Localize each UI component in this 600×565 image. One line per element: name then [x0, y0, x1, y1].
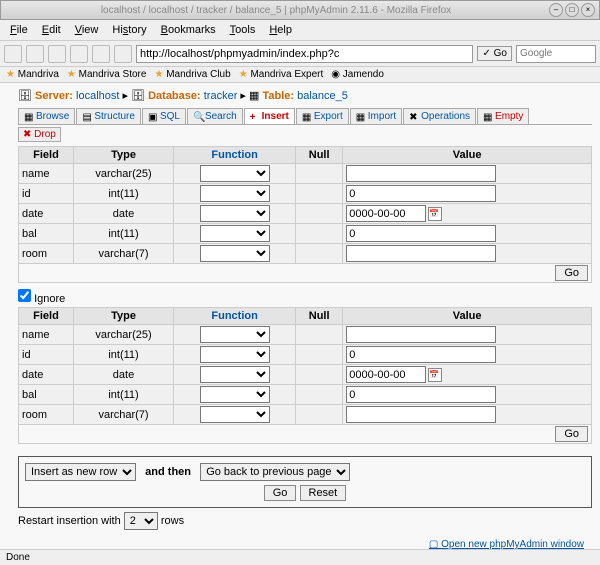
open-new-window-link[interactable]: ▢ Open new phpMyAdmin window [429, 539, 584, 549]
export-icon: ▦ [302, 112, 312, 122]
status-text: Done [6, 552, 30, 563]
after-insert-select[interactable]: Go back to previous page [200, 463, 350, 481]
tab-sql[interactable]: ▣SQL [142, 108, 186, 124]
tab-operations[interactable]: ✖Operations [403, 108, 476, 124]
back-icon[interactable] [4, 45, 22, 63]
print-icon[interactable] [114, 45, 132, 63]
restart-rows-select[interactable]: 2 [124, 512, 158, 530]
url-input[interactable] [136, 45, 473, 63]
bookmark-mandriva-club[interactable]: ★ Mandriva Club [154, 69, 230, 80]
menu-help[interactable]: Help [263, 22, 298, 38]
empty-icon: ▦ [483, 112, 493, 122]
fn-select[interactable] [200, 245, 270, 262]
fn-select[interactable] [200, 165, 270, 182]
fn-select[interactable] [200, 185, 270, 202]
menu-edit[interactable]: Edit [36, 22, 67, 38]
bc-database[interactable]: tracker [204, 90, 238, 102]
search-input[interactable] [516, 45, 596, 63]
bookmarks-bar: ★ Mandriva ★ Mandriva Store ★ Mandriva C… [0, 67, 600, 83]
value-id[interactable] [346, 185, 496, 202]
value-name-2[interactable] [346, 326, 496, 343]
th-field: Field [19, 147, 74, 164]
value-bal-2[interactable] [346, 386, 496, 403]
new-window-row: ▢ Open new phpMyAdmin window [18, 538, 592, 549]
search-icon: 🔍 [193, 112, 203, 122]
menu-bookmarks[interactable]: Bookmarks [155, 22, 222, 38]
forward-icon[interactable] [26, 45, 44, 63]
reload-icon[interactable] [48, 45, 66, 63]
bc-server[interactable]: localhost [76, 90, 119, 102]
titlebar: localhost / localhost / tracker / balanc… [0, 0, 600, 20]
bc-table[interactable]: balance_5 [297, 90, 348, 102]
fn-select[interactable] [200, 225, 270, 242]
fn-select[interactable] [200, 366, 270, 383]
fn-select[interactable] [200, 386, 270, 403]
insert-mode-select[interactable]: Insert as new row [25, 463, 136, 481]
sql-icon: ▣ [148, 112, 158, 122]
breadcrumb: 🗄 Server: localhost ▸ 🗄 Database: tracke… [18, 87, 592, 108]
bookmark-mandriva-expert[interactable]: ★ Mandriva Expert [239, 69, 324, 80]
calendar-icon[interactable]: 📅 [428, 368, 442, 382]
fn-select[interactable] [200, 326, 270, 343]
home-icon[interactable] [92, 45, 110, 63]
structure-icon: ▤ [82, 112, 92, 122]
page-content: 🗄 Server: localhost ▸ 🗄 Database: tracke… [0, 83, 600, 549]
fn-select[interactable] [200, 346, 270, 363]
tab-structure[interactable]: ▤Structure [76, 108, 141, 124]
reset-button[interactable]: Reset [300, 485, 347, 501]
menu-file[interactable]: File [4, 22, 34, 38]
maximize-button[interactable]: □ [565, 3, 579, 17]
tab-drop[interactable]: ✖ Drop [18, 127, 61, 142]
bookmark-mandriva[interactable]: ★ Mandriva [6, 69, 59, 80]
value-name[interactable] [346, 165, 496, 182]
th-function: Function [174, 147, 296, 164]
ignore-checkbox[interactable] [18, 289, 31, 302]
browse-icon: ▦ [24, 112, 34, 122]
minimize-button[interactable]: – [549, 3, 563, 17]
th-value: Value [343, 147, 592, 164]
bookmark-jamendo[interactable]: ◉ Jamendo [331, 69, 384, 80]
calendar-icon[interactable]: 📅 [428, 207, 442, 221]
value-id-2[interactable] [346, 346, 496, 363]
go-button-2[interactable]: Go [555, 426, 588, 442]
fn-select[interactable] [200, 406, 270, 423]
insert-icon: + [250, 112, 260, 122]
import-icon: ▦ [356, 112, 366, 122]
nav-toolbar: ✓ Go [0, 41, 600, 67]
menu-tools[interactable]: Tools [224, 22, 262, 38]
operations-icon: ✖ [409, 112, 419, 122]
restart-row: Restart insertion with 2 rows [18, 512, 592, 530]
tab-empty[interactable]: ▦Empty [477, 108, 529, 124]
value-room[interactable] [346, 245, 496, 262]
bookmark-mandriva-store[interactable]: ★ Mandriva Store [67, 69, 147, 80]
tab-insert[interactable]: +Insert [244, 108, 295, 124]
value-room-2[interactable] [346, 406, 496, 423]
tab-search[interactable]: 🔍Search [187, 108, 243, 124]
tabs: ▦Browse ▤Structure ▣SQL 🔍Search +Insert … [18, 108, 592, 125]
close-button[interactable]: × [581, 3, 595, 17]
action-box: Insert as new row and then Go back to pr… [18, 456, 592, 508]
statusbar: Done [0, 549, 600, 565]
menu-view[interactable]: View [69, 22, 105, 38]
go-button-main[interactable]: Go [264, 485, 297, 501]
tab-import[interactable]: ▦Import [350, 108, 402, 124]
insert-table-1: Field Type Function Null Value namevarch… [18, 146, 592, 283]
value-bal[interactable] [346, 225, 496, 242]
window-title: localhost / localhost / tracker / balanc… [5, 5, 547, 16]
value-date-2[interactable] [346, 366, 426, 383]
go-button[interactable]: ✓ Go [477, 46, 512, 61]
value-date[interactable] [346, 205, 426, 222]
th-null: Null [296, 147, 343, 164]
tab-browse[interactable]: ▦Browse [18, 108, 75, 124]
menubar: File Edit View History Bookmarks Tools H… [0, 20, 600, 41]
fn-select[interactable] [200, 205, 270, 222]
go-button-1[interactable]: Go [555, 265, 588, 281]
stop-icon[interactable] [70, 45, 88, 63]
th-type: Type [73, 147, 173, 164]
tab-export[interactable]: ▦Export [296, 108, 349, 124]
menu-history[interactable]: History [106, 22, 152, 38]
insert-table-2: Field Type Function Null Value namevarch… [18, 307, 592, 444]
